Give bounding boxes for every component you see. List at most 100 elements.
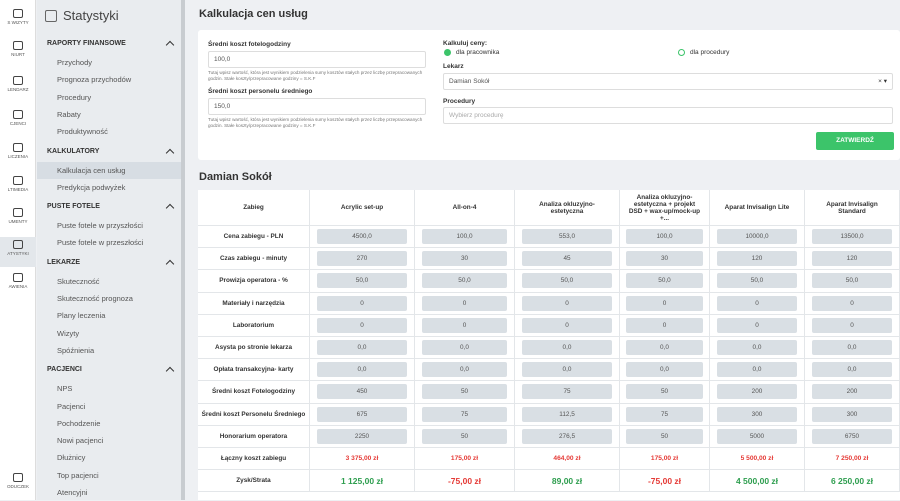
doctor-select[interactable]: Damian Sokół × ▾ (443, 73, 893, 90)
value-input[interactable]: 0,0 (317, 340, 407, 356)
input[interactable]: 150,0 (208, 98, 426, 115)
value-input[interactable]: 0 (317, 295, 407, 311)
value-input[interactable]: 300 (811, 406, 893, 422)
value-input[interactable]: 30 (626, 251, 703, 267)
radio-checked[interactable] (444, 49, 451, 56)
value-input[interactable]: 30 (421, 251, 508, 267)
value-input[interactable]: 0,0 (317, 362, 407, 378)
value-input[interactable]: 0 (716, 295, 798, 311)
nav-item[interactable]: Puste fotele w przeszłości (57, 238, 144, 248)
nav-item[interactable]: Atencyjni (57, 488, 88, 497)
section-header[interactable]: LEKARZE (47, 259, 177, 266)
nav-item[interactable]: Procedury (57, 92, 92, 102)
nav-item[interactable]: Pacjenci (57, 401, 86, 411)
nav-item[interactable]: Rabaty (57, 109, 81, 119)
nav-item[interactable]: Top pacjenci (57, 470, 99, 480)
nav-item[interactable]: Pochodzenie (57, 418, 101, 428)
value-input[interactable]: 0 (626, 317, 703, 333)
rail-item[interactable]: LTIMEDIA (0, 173, 36, 203)
value-input[interactable]: 675 (317, 406, 407, 422)
nav-item[interactable]: Skuteczność (57, 276, 100, 286)
rail-item[interactable]: LENDARZ (0, 73, 36, 103)
value-input[interactable]: 75 (626, 406, 703, 422)
value-input[interactable]: 50,0 (716, 273, 798, 289)
value-input[interactable]: 45 (522, 251, 612, 267)
value-input[interactable]: 0,0 (811, 340, 893, 356)
value-input[interactable]: 10000,0 (716, 229, 798, 245)
value-input[interactable]: 0 (522, 295, 612, 311)
section-header[interactable]: KALKULATORY (47, 148, 177, 155)
value-input[interactable]: 6750 (811, 428, 893, 444)
value-input[interactable]: 120 (716, 251, 798, 267)
value-input[interactable]: 50 (421, 384, 508, 400)
rail-item[interactable]: ODUCZEK (0, 470, 36, 500)
select-icons[interactable]: × ▾ (878, 78, 887, 85)
value-input[interactable]: 0 (317, 317, 407, 333)
value-input[interactable]: 270 (317, 251, 407, 267)
value-input[interactable]: 75 (421, 406, 508, 422)
nav-item[interactable]: NPS (57, 384, 73, 394)
value-input[interactable]: 0 (716, 317, 798, 333)
value-input[interactable]: 276,5 (522, 428, 612, 444)
value-input[interactable]: 100,0 (626, 229, 703, 245)
nav-item[interactable]: Puste fotele w przyszłości (57, 221, 143, 231)
value-input[interactable]: 553,0 (522, 229, 612, 245)
nav-item[interactable]: Predykcja podwyżek (57, 182, 126, 192)
rail-item[interactable]: NIURT (0, 38, 36, 68)
rail-item[interactable]: CJENCI (0, 107, 36, 137)
section-header[interactable]: PUSTE FOTELE (47, 203, 177, 210)
nav-item[interactable]: Spóźnienia (57, 345, 95, 355)
nav-item[interactable]: Wizyty (57, 328, 80, 338)
value-input[interactable]: 0 (811, 295, 893, 311)
value-input[interactable]: 50 (626, 428, 703, 444)
rail-item[interactable]: LICZENIA (0, 140, 36, 170)
nav-item[interactable]: Prognoza przychodów (57, 75, 132, 85)
value-input[interactable]: 0 (811, 317, 893, 333)
value-input[interactable]: 200 (811, 384, 893, 400)
value-input[interactable]: 50,0 (626, 273, 703, 289)
nav-item[interactable]: Przychody (57, 58, 93, 67)
value-input[interactable]: 0,0 (626, 362, 703, 378)
value-input[interactable]: 200 (716, 384, 798, 400)
rail-item[interactable]: S WIZYTY (0, 6, 36, 36)
radio[interactable] (678, 49, 685, 56)
nav-item[interactable]: Dłużnicy (57, 453, 86, 463)
value-input[interactable]: 0 (626, 295, 703, 311)
value-input[interactable]: 450 (317, 384, 407, 400)
value-input[interactable]: 0,0 (716, 340, 798, 356)
value-input[interactable]: 50 (626, 384, 703, 400)
value-input[interactable]: 112,5 (522, 406, 612, 422)
value-input[interactable]: 0,0 (421, 362, 508, 378)
value-input[interactable]: 4500,0 (317, 229, 407, 245)
value-input[interactable]: 50,0 (811, 273, 893, 289)
nav-item[interactable]: Nowi pacjenci (57, 436, 104, 446)
value-input[interactable]: 75 (522, 384, 612, 400)
value-input[interactable]: 13500,0 (811, 229, 893, 245)
value-input[interactable]: 50,0 (421, 273, 508, 289)
value-input[interactable]: 0,0 (626, 340, 703, 356)
section-header[interactable]: RAPORTY FINANSOWE (47, 40, 177, 47)
value-input[interactable]: 5000 (716, 428, 798, 444)
rail-item[interactable]: AWIENIA (0, 270, 36, 300)
value-input[interactable]: 50,0 (317, 273, 407, 289)
nav-item[interactable]: Plany leczenia (57, 311, 106, 321)
input[interactable]: 100,0 (208, 51, 426, 68)
value-input[interactable]: 0,0 (421, 340, 508, 356)
rail-item[interactable]: ATYSTYKI (0, 237, 36, 267)
nav-item[interactable]: Kalkulacja cen usług (37, 161, 181, 179)
value-input[interactable]: 50 (421, 428, 508, 444)
value-input[interactable]: 0 (421, 295, 508, 311)
procedures-input[interactable]: Wybierz procedurę (443, 107, 893, 124)
value-input[interactable]: 0 (421, 317, 508, 333)
submit-button[interactable]: ZATWIERDŹ (816, 132, 894, 150)
value-input[interactable]: 0,0 (522, 340, 612, 356)
radio-label[interactable]: dla pracownika (456, 49, 500, 56)
value-input[interactable]: 0 (522, 317, 612, 333)
value-input[interactable]: 100,0 (421, 229, 508, 245)
nav-item[interactable]: Skuteczność prognoza (57, 294, 133, 303)
value-input[interactable]: 0,0 (811, 362, 893, 378)
nav-item[interactable]: Produktywność (57, 127, 108, 137)
radio-label[interactable]: dla procedury (690, 49, 730, 56)
value-input[interactable]: 50,0 (522, 273, 612, 289)
value-input[interactable]: 120 (811, 251, 893, 267)
